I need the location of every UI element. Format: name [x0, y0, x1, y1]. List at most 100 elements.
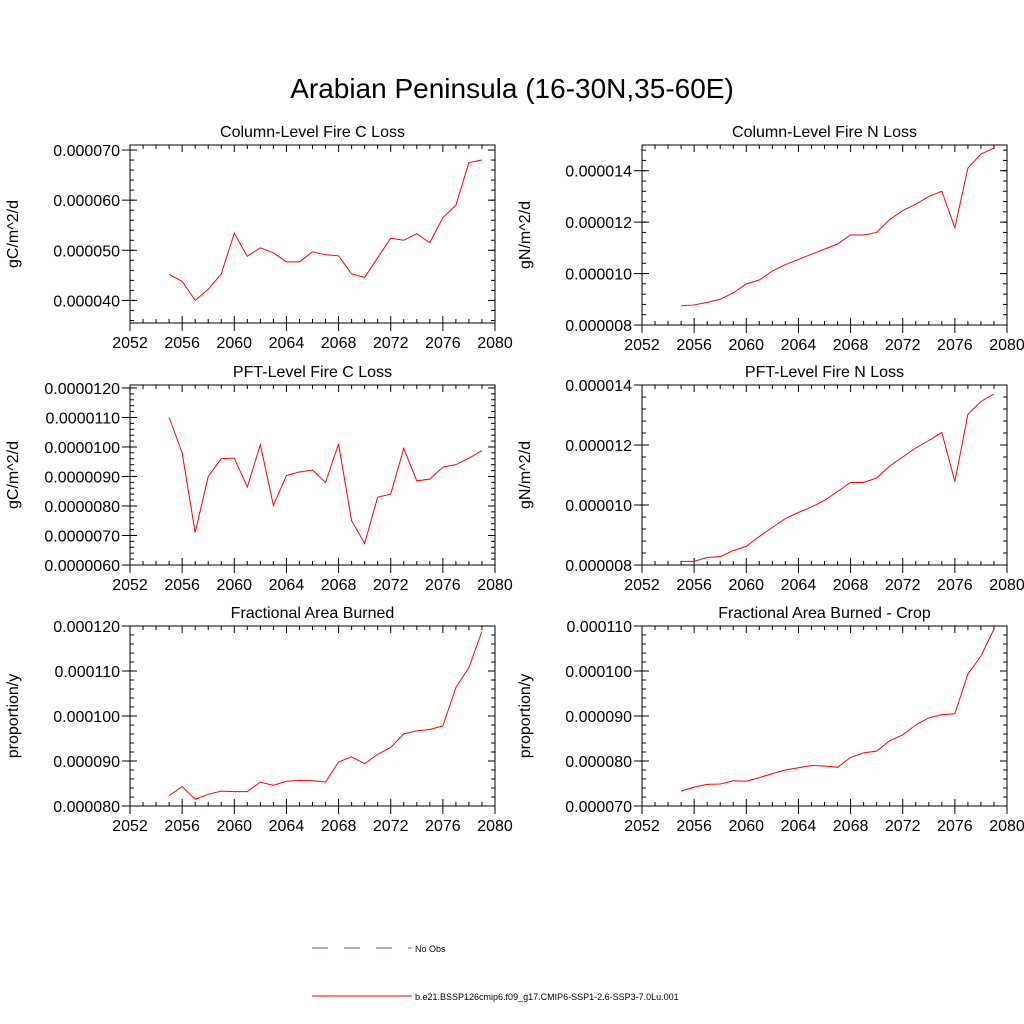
x-tick-label: 2072	[373, 335, 409, 352]
y-tick-label: 0.000060	[53, 193, 120, 210]
x-tick-label: 2060	[216, 577, 252, 594]
y-tick-label: 0.000014	[565, 164, 632, 181]
y-tick-label: 0.000090	[565, 709, 632, 726]
x-tick-label: 2072	[885, 577, 921, 594]
plot-frame	[129, 384, 496, 566]
y-tick-label: 0.000110	[566, 619, 632, 636]
x-tick-label: 2076	[937, 818, 973, 835]
x-tick-label: 2076	[425, 818, 461, 835]
x-tick-label: 2052	[112, 818, 148, 835]
y-tick-label: 0.0000060	[44, 558, 120, 575]
y-tick-label: 0.0000090	[44, 469, 120, 486]
y-tick-label: 0.000012	[565, 438, 632, 455]
y-tick-label: 0.000080	[565, 754, 632, 771]
y-axis-label: proportion/y	[5, 674, 22, 759]
x-tick-label: 2064	[781, 337, 817, 354]
x-tick-label: 2068	[321, 818, 357, 835]
y-tick-label: 0.0000070	[44, 528, 120, 545]
x-tick-label: 2076	[937, 337, 973, 354]
x-tick-label: 2080	[989, 337, 1024, 354]
x-tick-label: 2060	[216, 818, 252, 835]
y-tick-label: 0.000070	[565, 799, 632, 816]
plot-frame	[129, 144, 496, 324]
chart-title: PFT-Level Fire C Loss	[233, 364, 392, 381]
x-tick-label: 2072	[373, 577, 409, 594]
chart-panel: PFT-Level Fire C Loss gC/m^2/d 2052 2056 206…	[5, 364, 513, 594]
x-tick-label: 2056	[676, 577, 712, 594]
x-tick-label: 2060	[728, 818, 764, 835]
x-tick-label: 2080	[989, 577, 1024, 594]
x-tick-label: 2056	[164, 335, 200, 352]
chart-title: Fractional Area Burned - Crop	[718, 605, 931, 622]
y-tick-label: 0.0000110	[46, 410, 121, 427]
series-line	[681, 147, 995, 307]
y-tick-label: 0.000010	[565, 267, 632, 284]
series-line	[168, 417, 483, 545]
y-tick-label: 0.000008	[565, 318, 632, 335]
y-tick-label: 0.0000120	[44, 381, 120, 398]
plot-frame	[641, 384, 1008, 566]
series-line	[168, 631, 483, 800]
x-tick-label: 2080	[989, 818, 1024, 835]
x-tick-label: 2056	[164, 818, 200, 835]
chart-title: Column-Level Fire C Loss	[220, 124, 405, 141]
x-tick-label: 2076	[425, 335, 461, 352]
x-tick-label: 2064	[781, 577, 817, 594]
y-tick-label: 0.0000080	[44, 499, 120, 516]
y-tick-label: 0.000120	[53, 619, 120, 636]
chart-panel: Column-Level Fire C Loss gC/m^2/d 2052 2056…	[5, 124, 513, 352]
x-tick-label: 2056	[164, 577, 200, 594]
chart-panel: Fractional Area Burned - Crop proportion/…	[517, 605, 1024, 835]
x-tick-label: 2064	[269, 577, 305, 594]
x-tick-label: 2052	[624, 337, 660, 354]
x-tick-label: 2068	[833, 337, 869, 354]
plot-frame	[641, 144, 1008, 326]
series-line	[680, 628, 995, 792]
x-tick-label: 2072	[885, 337, 921, 354]
series-line	[681, 393, 995, 562]
x-tick-label: 2068	[833, 577, 869, 594]
y-tick-label: 0.000070	[53, 143, 120, 160]
x-tick-label: 2052	[624, 818, 660, 835]
x-tick-label: 2056	[676, 818, 712, 835]
y-tick-label: 0.000100	[53, 709, 120, 726]
y-axis-label: proportion/y	[517, 674, 534, 759]
x-tick-label: 2068	[833, 818, 869, 835]
plot-frame	[129, 625, 496, 807]
x-tick-label: 2068	[321, 335, 357, 352]
y-tick-label: 0.0000100	[44, 440, 120, 457]
y-tick-label: 0.000012	[565, 215, 632, 232]
x-tick-label: 2052	[624, 577, 660, 594]
y-tick-label: 0.000050	[53, 243, 120, 260]
chart-title: Column-Level Fire N Loss	[732, 124, 917, 141]
y-axis-label: gC/m^2/d	[5, 200, 22, 268]
x-tick-label: 2060	[728, 577, 764, 594]
x-tick-label: 2076	[937, 577, 973, 594]
x-tick-label: 2064	[781, 818, 817, 835]
x-tick-label: 2080	[477, 577, 513, 594]
x-tick-label: 2072	[373, 818, 409, 835]
x-tick-label: 2060	[216, 335, 252, 352]
y-axis-label: gN/m^2/d	[517, 201, 534, 269]
plot-frame	[641, 625, 1008, 807]
chart-panel: Fractional Area Burned proportion/y 2052 20…	[5, 605, 513, 835]
y-tick-label: 0.000010	[565, 498, 632, 515]
x-tick-label: 2068	[321, 577, 357, 594]
x-tick-label: 2052	[112, 577, 148, 594]
x-tick-label: 2080	[477, 818, 513, 835]
figure-title: Arabian Peninsula (16-30N,35-60E)	[290, 73, 734, 104]
chart-panel: PFT-Level Fire N Loss gN/m^2/d 2052 2056 206…	[517, 364, 1024, 594]
chart-panel: Column-Level Fire N Loss gN/m^2/d 2052 2056…	[517, 124, 1024, 354]
y-tick-label: 0.000080	[53, 799, 120, 816]
y-tick-label: 0.000008	[565, 558, 632, 575]
x-tick-label: 2052	[112, 335, 148, 352]
chart-title: PFT-Level Fire N Loss	[745, 364, 904, 381]
y-axis-label: gC/m^2/d	[5, 441, 22, 509]
y-tick-label: 0.000090	[53, 754, 120, 771]
x-tick-label: 2056	[676, 337, 712, 354]
x-tick-label: 2060	[728, 337, 764, 354]
x-tick-label: 2080	[477, 335, 513, 352]
chart-title: Fractional Area Burned	[231, 605, 395, 622]
